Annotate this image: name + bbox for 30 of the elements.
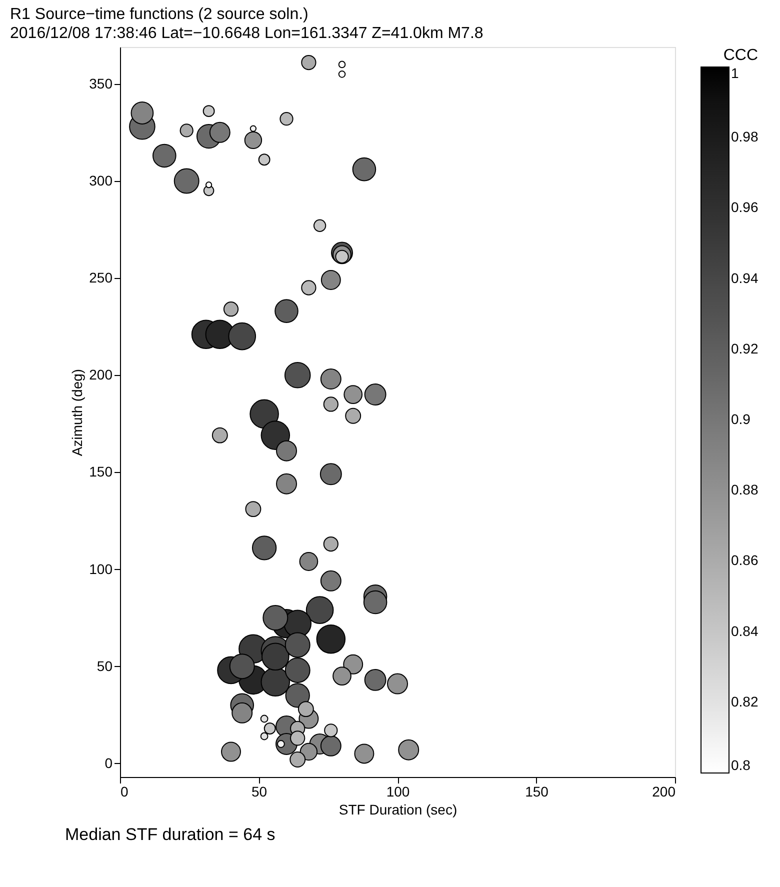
x-tick-label: 50 bbox=[251, 784, 268, 800]
x-axis-title: STF Duration (sec) bbox=[338, 802, 458, 818]
color-bar-label: 0.92 bbox=[731, 340, 758, 356]
text: Median STF duration = 64 s bbox=[65, 825, 276, 844]
y-axis-title: Azimuth (deg) bbox=[69, 368, 86, 456]
y-tick-label: 100 bbox=[89, 560, 113, 577]
color-bar-label: 0.8 bbox=[731, 757, 751, 773]
color-bar-label: 0.94 bbox=[731, 270, 758, 286]
color-bar-title: CCC bbox=[723, 47, 758, 64]
color-bar-label: 1 bbox=[731, 65, 739, 81]
y-tick-label: 50 bbox=[96, 658, 113, 674]
y-tick-label: 0 bbox=[104, 754, 113, 771]
y-tick-label: 150 bbox=[89, 464, 113, 480]
color-bar-label: 0.88 bbox=[731, 482, 758, 498]
x-tick-label: 100 bbox=[386, 784, 410, 800]
y-tick-label: 250 bbox=[89, 270, 113, 286]
color-bar-label: 0.84 bbox=[731, 622, 758, 639]
color-bar-label: 0.82 bbox=[731, 693, 758, 710]
chart-subtitle: 2016/12/08 17:38:46 Lat=−10.6648 Lon=161.3347 Z=41.0km M7.8 bbox=[10, 25, 484, 42]
x-tick-label: 0 bbox=[120, 784, 128, 800]
y-tick-label: 300 bbox=[89, 172, 113, 188]
x-tick-label: 200 bbox=[652, 784, 676, 800]
chart-title: R1 Source−time functions (2 source soln.) bbox=[10, 6, 308, 23]
color-bar-label: 0.96 bbox=[731, 199, 758, 216]
y-tick-label: 350 bbox=[89, 75, 113, 92]
color-bar-label: 0.9 bbox=[731, 411, 751, 427]
x-tick-label: 150 bbox=[525, 784, 549, 800]
color-bar-label: 0.86 bbox=[731, 552, 758, 568]
color-bar-label: 0.98 bbox=[731, 128, 758, 145]
y-tick-label: 200 bbox=[89, 366, 113, 383]
